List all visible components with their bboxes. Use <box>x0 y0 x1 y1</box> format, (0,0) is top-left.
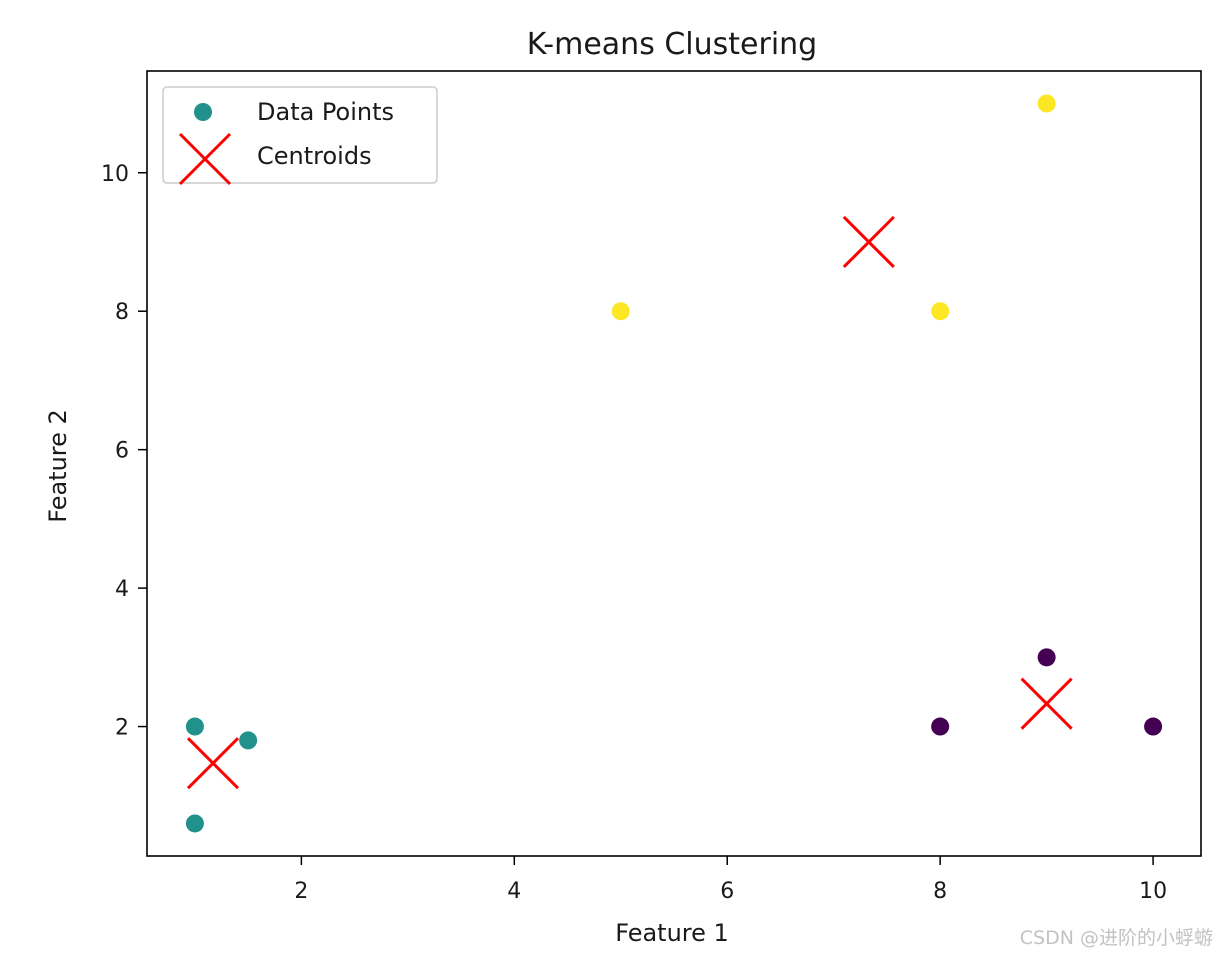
x-tick-label: 10 <box>1139 879 1167 904</box>
data-point <box>1144 717 1163 736</box>
legend-box <box>162 86 438 184</box>
y-axis-label: Feature 2 <box>44 409 72 523</box>
y-tick-label: 4 <box>115 577 129 602</box>
data-point <box>931 717 950 736</box>
y-tick-label: 6 <box>115 439 129 464</box>
data-point <box>931 302 950 321</box>
y-tick-label: 8 <box>115 300 129 325</box>
centroid-marker <box>842 215 895 269</box>
axes: 2 4 6 8 10 2 4 6 8 10 <box>101 162 1167 904</box>
chart-title: K-means Clustering <box>527 27 817 62</box>
plot-frame <box>146 70 1202 857</box>
data-point <box>1037 648 1056 667</box>
watermark: CSDN @进阶的小蜉蝣 <box>1019 927 1213 949</box>
x-tick-label: 6 <box>720 879 734 904</box>
data-point <box>239 731 258 750</box>
plot-marks <box>185 94 1163 833</box>
data-point <box>185 814 204 833</box>
y-tick-label: 2 <box>115 716 129 741</box>
data-point <box>611 302 630 321</box>
centroid-marker <box>186 737 240 790</box>
legend-centroids-label: Centroids <box>257 142 372 170</box>
x-axis-label: Feature 1 <box>615 919 729 947</box>
legend-data-points-label: Data Points <box>257 98 394 126</box>
legend-data-points-marker <box>194 103 212 121</box>
x-tick-label: 4 <box>507 879 521 904</box>
data-point <box>1037 94 1056 113</box>
x-tick-label: 2 <box>294 879 308 904</box>
y-tick-label: 10 <box>101 162 129 187</box>
legend: Data Points Centroids <box>162 86 438 186</box>
legend-centroids-marker <box>178 132 232 186</box>
x-tick-label: 8 <box>933 879 947 904</box>
centroid-marker <box>1020 677 1073 730</box>
data-point <box>185 717 204 736</box>
